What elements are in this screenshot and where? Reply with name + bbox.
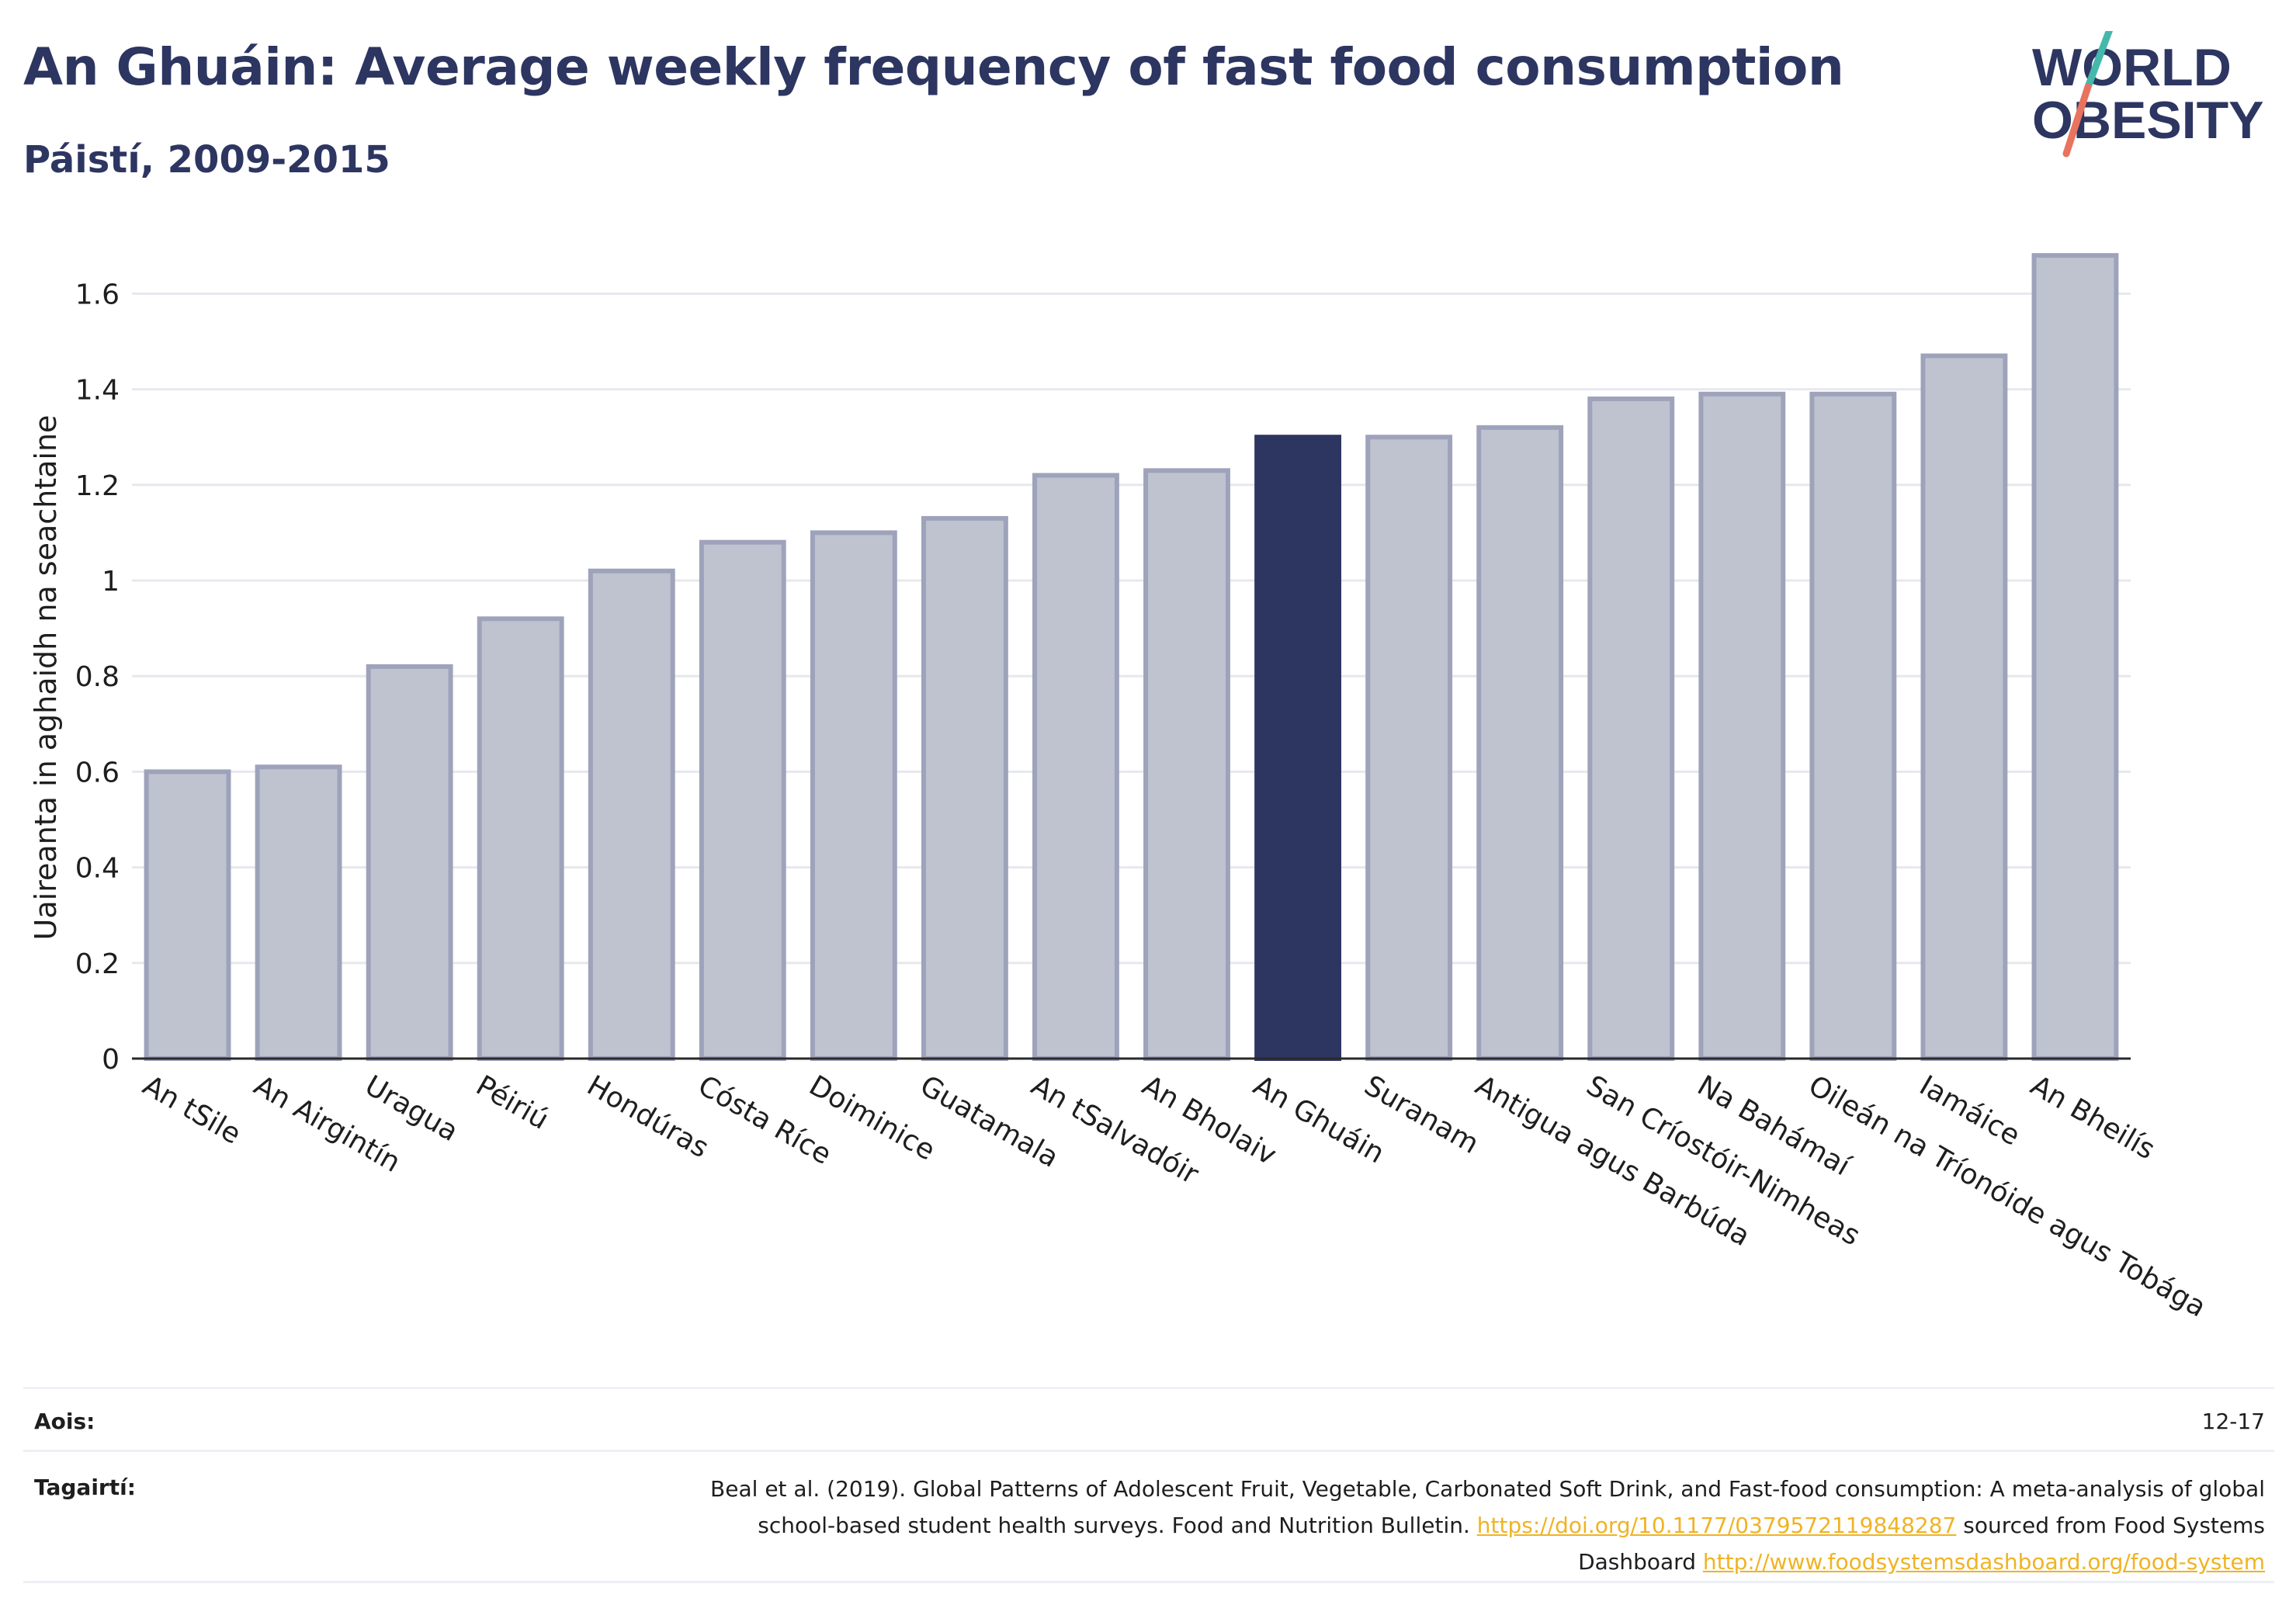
bar-3[interactable]	[366, 664, 453, 1061]
bar-17[interactable]	[1920, 353, 2008, 1062]
logo-slash-teal	[2084, 31, 2114, 91]
bar-8[interactable]	[921, 515, 1008, 1061]
bar-10[interactable]	[1143, 468, 1230, 1061]
y-tick-label: 1.4	[75, 375, 120, 407]
y-tick-label: 1.2	[75, 470, 120, 502]
bar-4[interactable]	[477, 616, 564, 1061]
y-tick-label: 0.6	[75, 757, 120, 788]
logo-word-world: WORLD	[2032, 38, 2232, 97]
age-value: 12-17	[2201, 1409, 2265, 1434]
x-tick-label: An tSile	[137, 1069, 246, 1151]
logo-slash-coral	[2062, 83, 2092, 158]
footer-divider-bottom	[23, 1581, 2274, 1583]
bar-9[interactable]	[1032, 473, 1119, 1061]
age-label: Aois:	[34, 1409, 95, 1434]
y-tick-label: 0.4	[75, 853, 120, 885]
y-axis-label: Uaireanta in aghaidh na seachtaine	[29, 415, 63, 941]
bar-11[interactable]	[1254, 435, 1342, 1061]
x-tick-label: An Bheilís	[2025, 1069, 2160, 1166]
x-tick-label: Oileán na Tríonóide agus Tobága	[1803, 1069, 2211, 1323]
doi-link[interactable]: https://doi.org/10.1177/0379572119848287	[1476, 1513, 1957, 1538]
bar-7[interactable]	[810, 530, 897, 1061]
gridlines	[132, 292, 2131, 965]
y-tick-label: 1	[102, 566, 120, 598]
chart-subtitle: Páistí, 2009-2015	[23, 138, 390, 182]
x-tick-label: Hondúras	[581, 1069, 713, 1164]
bar-5[interactable]	[588, 568, 675, 1061]
x-tick-label: Péiriú	[470, 1069, 553, 1136]
bar-14[interactable]	[1587, 396, 1675, 1061]
y-tick-label: 0.8	[75, 661, 120, 693]
bar-1[interactable]	[144, 769, 231, 1062]
bar-15[interactable]	[1698, 391, 1786, 1061]
bar-6[interactable]	[699, 539, 786, 1061]
footer-divider-middle	[23, 1450, 2274, 1452]
bar-chart: 00.20.40.60.811.21.41.6An tSile An Airgin…	[29, 253, 2211, 1324]
references-label: Tagairtí:	[34, 1475, 136, 1500]
references-text: Beal et al. (2019). Global Patterns of A…	[635, 1471, 2265, 1580]
bar-18[interactable]	[2031, 253, 2119, 1061]
reference-source: sourced from Food Systems Dashboard	[1578, 1513, 2265, 1575]
reference-citation: Beal et al. (2019). Global Patterns of A…	[710, 1476, 2265, 1538]
y-tick-label: 0.2	[75, 948, 120, 980]
bar-16[interactable]	[1809, 391, 1897, 1061]
y-tick-label: 0	[102, 1044, 120, 1076]
bar-12[interactable]	[1365, 435, 1453, 1061]
bar-2[interactable]	[255, 764, 342, 1061]
bars	[144, 253, 2119, 1062]
footer-divider-top	[23, 1387, 2274, 1389]
dashboard-link[interactable]: http://www.foodsystemsdashboard.org/food…	[1702, 1549, 2265, 1575]
world-obesity-logo: WORLD OBESITY	[2032, 31, 2264, 158]
bar-13[interactable]	[1476, 425, 1564, 1061]
y-tick-label: 1.6	[75, 279, 120, 310]
chart-title: An Ghuáin: Average weekly frequency of f…	[23, 37, 1844, 97]
